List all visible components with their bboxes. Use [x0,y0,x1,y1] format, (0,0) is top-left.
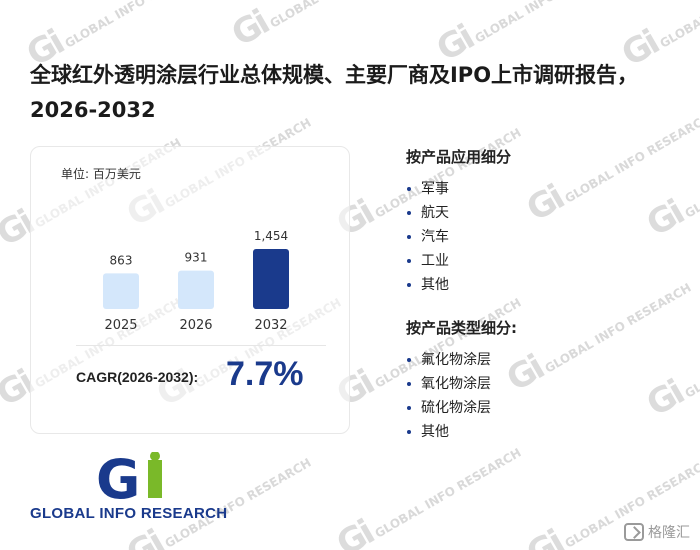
report-title: 全球红外透明涂层行业总体规模、主要厂商及IPO上市调研报告，2026-2032 [30,63,639,122]
gi-logo-icon: G [96,448,162,511]
list-item: 硫化物涂层 [406,396,517,420]
bar-2026 [178,270,214,309]
list-item: 其他 [406,273,511,297]
company-logo: G GLOBAL INFO RESEARCH [30,448,230,524]
bar-2025 [103,273,139,309]
market-size-card: 单位: 百万美元 863 2025 931 2026 1,454 2032 CAGR(20… [30,146,350,434]
list-item: 军事 [406,177,511,201]
logo-green-dot [150,451,160,461]
list-item: 其他 [406,420,517,444]
value-label: 863 [110,253,133,267]
unit-label: 单位: 百万美元 [61,167,141,181]
list-item: 汽车 [406,225,511,249]
watermark: GiGLOBAL INFO RESEARCH [500,280,694,400]
type-list: 氟化物涂层 氧化物涂层 硫化物涂层 其他 [406,348,517,444]
category-label: 2025 [104,318,137,333]
category-label: 2026 [179,318,212,333]
divider [76,345,326,346]
logo-green-bar [148,460,162,498]
watermark: GiGLOBAL INFO RESEARCH [640,305,700,425]
value-label: 931 [185,251,208,265]
logo-mark-g: G [96,452,140,504]
source-badge: 格隆汇 [624,522,690,542]
list-item: 氧化物涂层 [406,372,517,396]
cagr-label: CAGR(2026-2032): [76,369,199,385]
type-segment-title: 按产品类型细分: [406,319,517,337]
watermark: GiGLOBAL INFO RESEARCH [330,445,524,550]
type-segment: 按产品类型细分: 氟化物涂层 氧化物涂层 硫化物涂层 其他 [406,317,517,444]
watermark: GiGLOBAL INFO RESEARCH [640,125,700,245]
category-label: 2032 [254,318,287,333]
value-label: 1,454 [254,229,288,243]
application-list: 军事 航天 汽车 工业 其他 [406,177,511,297]
watermark: GiGLOBAL INFO RESEARCH [225,0,419,55]
list-item: 氟化物涂层 [406,348,517,372]
application-segment-title: 按产品应用细分 [406,148,512,166]
application-segment: 按产品应用细分 军事 航天 汽车 工业 其他 [406,146,511,297]
list-item: 工业 [406,249,511,273]
gelonghui-icon [624,523,644,541]
cagr-value: 7.7% [226,355,304,393]
list-item: 航天 [406,201,511,225]
bar-chart: 863 2025 931 2026 1,454 2032 [103,229,289,333]
bar-2032 [253,249,289,309]
source-badge-text: 格隆汇 [648,525,690,541]
logo-text: GLOBAL INFO RESEARCH [30,505,228,522]
